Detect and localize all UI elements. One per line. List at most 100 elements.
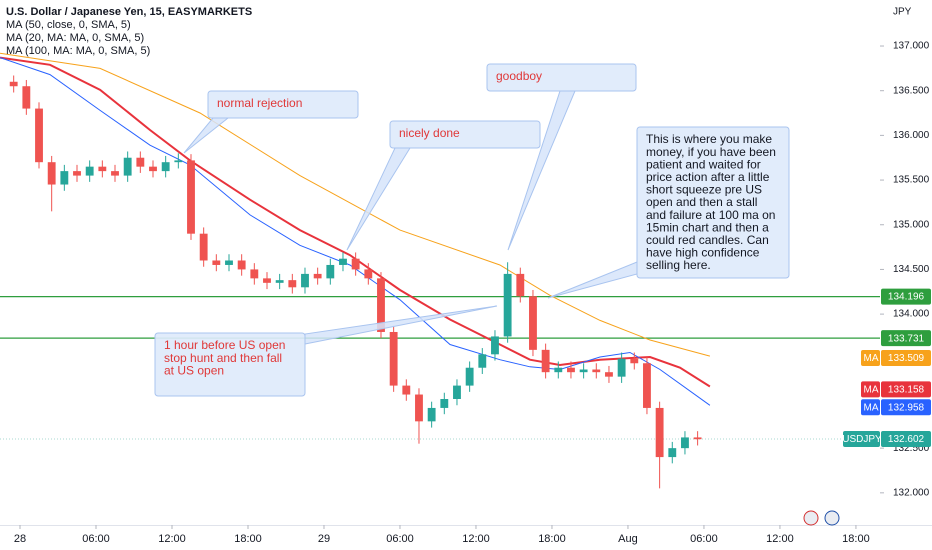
event-icon[interactable]: [824, 510, 840, 526]
x-tick-label: Aug: [618, 533, 638, 545]
candle-body: [326, 264, 335, 279]
candle-body: [275, 280, 284, 283]
ma-line: [0, 57, 711, 406]
x-tick-label: 18:00: [538, 533, 566, 545]
y-tick-label: 132.500: [893, 443, 930, 454]
candle-body: [554, 367, 563, 373]
callout-box: [636, 126, 790, 279]
candle-body: [465, 367, 474, 386]
candle-body: [212, 260, 221, 265]
candle-body: [123, 157, 132, 176]
candle-body: [579, 369, 588, 373]
price-badge-text: 133.158: [888, 384, 925, 395]
badge-tag-text: MA: [864, 384, 879, 395]
y-tick-label: 135.500: [893, 175, 930, 186]
badge-tag: [861, 349, 880, 366]
candle-body: [250, 269, 259, 279]
candle-body: [47, 162, 56, 185]
candle-body: [605, 372, 613, 377]
ma-line: [0, 56, 711, 388]
candle-body: [516, 273, 525, 297]
candle-body: [35, 108, 43, 163]
candle-body: [187, 160, 195, 234]
plot: 132.000 132.500 134.000 134.500 135.000 135.5…: [0, 41, 930, 545]
badge-tag: [861, 381, 880, 398]
badge-tag-text: USDJPY: [842, 434, 882, 445]
candle-body: [149, 166, 157, 172]
overlay: normal rejection nicely done goodboy This i…: [154, 63, 931, 448]
candle-body: [693, 437, 702, 440]
x-tick-label: 06:00: [690, 533, 718, 545]
callout-text: normal rejection: [217, 96, 302, 110]
candle-body: [415, 394, 423, 422]
callout-text: 1 hour before US open: [164, 338, 285, 352]
ma-line: [0, 52, 711, 357]
candle-body: [491, 336, 499, 355]
candle-body: [161, 162, 170, 172]
callout-text: at US open: [164, 363, 224, 377]
candle-body: [681, 437, 689, 449]
price-badge-text: 133.731: [888, 333, 925, 344]
candle-body: [478, 354, 487, 368]
price-badge: [881, 288, 931, 305]
candle-body: [111, 171, 119, 176]
candle-body: [60, 171, 69, 185]
price-badge-text: 132.958: [888, 402, 925, 413]
callout-text: could red candles. Can: [646, 233, 769, 247]
candle-body: [453, 385, 461, 399]
event-icon[interactable]: [803, 510, 819, 526]
candle-body: [98, 166, 107, 172]
candle-body: [73, 171, 81, 176]
x-tick-label: 06:00: [82, 533, 110, 545]
callout-text: short squeeze pre US: [646, 183, 762, 197]
x-tick-label: 29: [318, 533, 330, 545]
price-badge: [881, 330, 931, 347]
badge-tag-text: MA: [864, 353, 879, 364]
price-badge: [881, 381, 931, 398]
callout-text: nicely done: [399, 126, 460, 140]
candle-body: [174, 160, 183, 163]
candle-body: [529, 296, 537, 350]
y-tick-label: 132.000: [893, 487, 930, 498]
candle-body: [389, 331, 398, 386]
callout-text: selling here.: [646, 258, 711, 272]
callout-text: 15min chart and then a: [646, 220, 769, 234]
callout-text: patient and waited for: [646, 157, 761, 171]
callout-text: open and then a stall: [646, 195, 757, 209]
candle-body: [643, 363, 651, 408]
candle-body: [668, 448, 677, 458]
x-tick-label: 12:00: [158, 533, 186, 545]
candle-body: [9, 81, 18, 87]
x-tick-label: 06:00: [386, 533, 414, 545]
candle-body: [617, 358, 626, 377]
callout-text: price action after a little: [646, 170, 770, 184]
y-tick-label: 137.000: [893, 41, 930, 52]
chart-title: U.S. Dollar / Japanese Yen, 15, EASYMARK…: [6, 6, 252, 18]
candle-body: [655, 407, 664, 458]
candle-body: [199, 233, 208, 261]
candle-body: [630, 358, 639, 364]
callout-box: [154, 332, 306, 397]
x-tick-label: 12:00: [462, 533, 490, 545]
candle-body: [288, 280, 297, 288]
candle-body: [567, 367, 575, 373]
candle-body: [225, 260, 233, 265]
price-badge: [881, 399, 931, 416]
candle-body: [377, 278, 385, 332]
candle-body: [440, 399, 449, 408]
y-tick-label: 134.500: [893, 264, 930, 275]
currency-label: JPY: [893, 7, 912, 18]
candle-body: [339, 258, 347, 265]
candle-body: [263, 278, 271, 283]
price-badge-text: 133.509: [888, 353, 925, 364]
price-badge: [881, 431, 931, 448]
y-tick-label: 135.000: [893, 219, 930, 230]
candle-body: [351, 258, 360, 270]
callout-text: goodboy: [496, 69, 542, 83]
candle-body: [364, 269, 373, 279]
callout-box: [486, 63, 637, 92]
callout-text: stop hunt and then fall: [164, 351, 282, 365]
